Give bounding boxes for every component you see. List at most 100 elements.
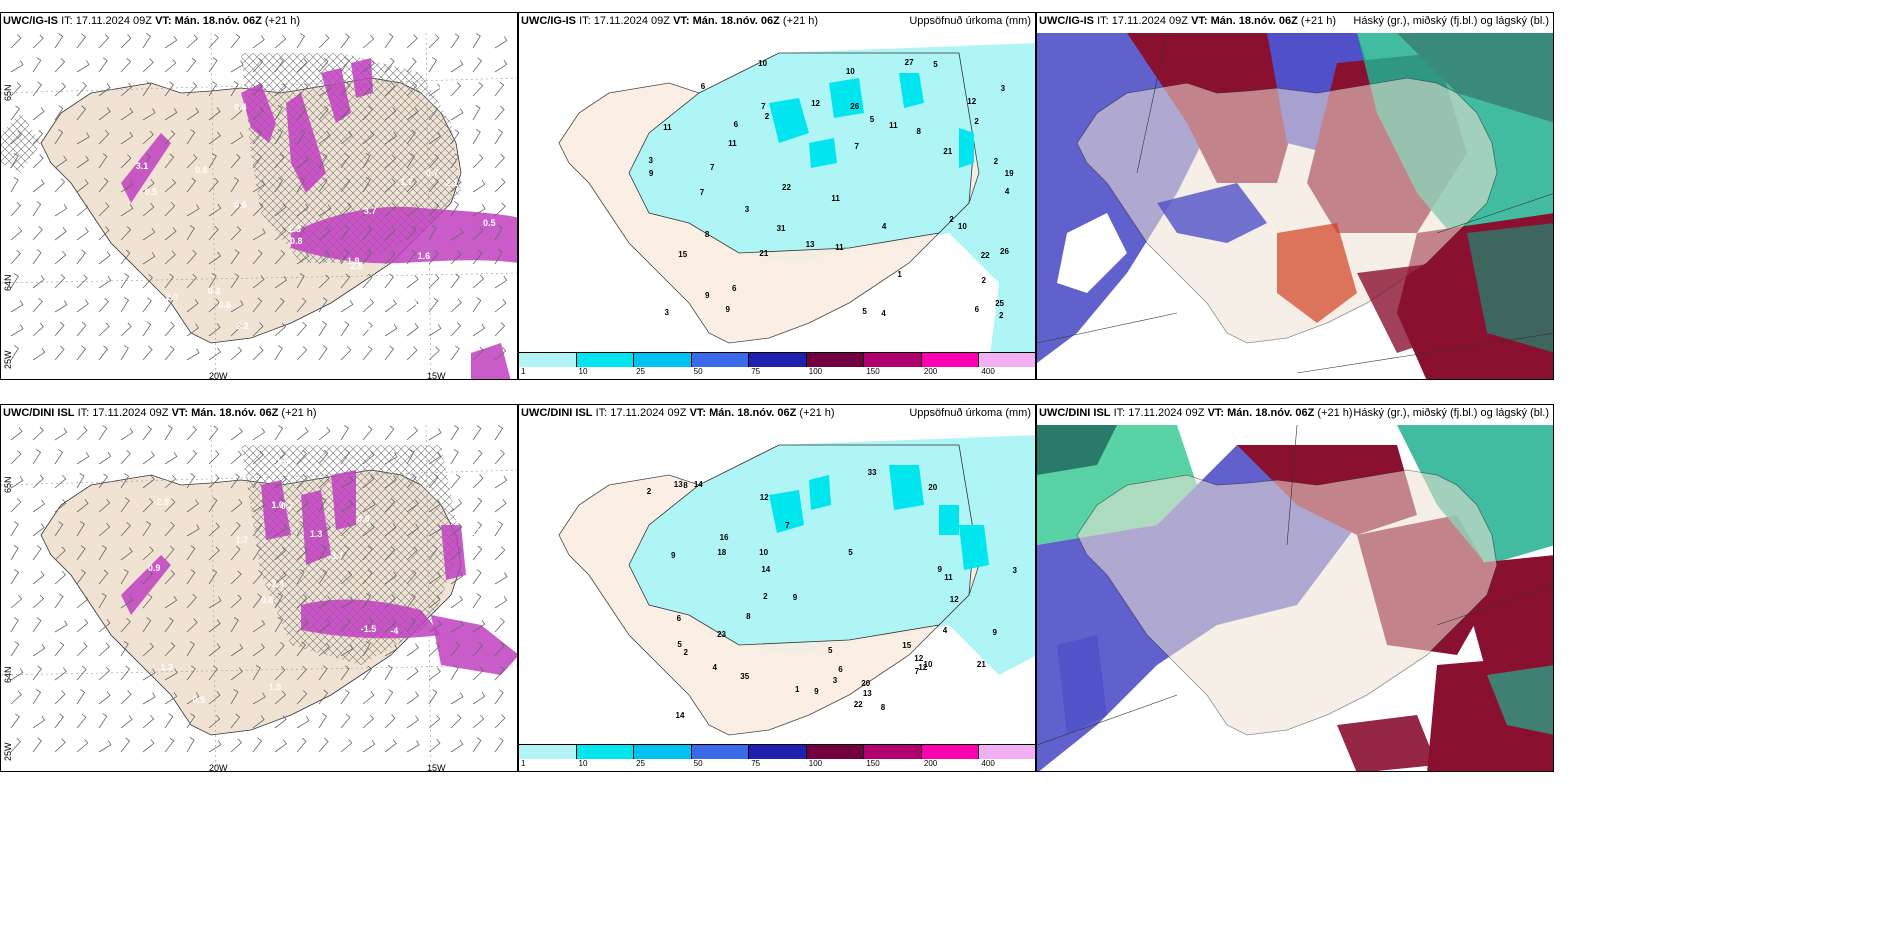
- wind-barb: [98, 202, 110, 217]
- legend-tick-label: 10: [578, 759, 588, 768]
- wind-barb: [450, 522, 463, 537]
- value-label: 21: [976, 660, 986, 670]
- wind-panel-row2: UWC/DINI ISL IT: 17.11.2024 09Z VT: Mán.…: [0, 404, 518, 772]
- wind-barb: [428, 202, 440, 217]
- wind-barb: [164, 321, 175, 337]
- wind-barb: [296, 474, 308, 489]
- wind-barb: [274, 82, 287, 97]
- value-label: 2: [764, 111, 770, 121]
- value-label: 18: [717, 548, 727, 558]
- wind-barb: [98, 275, 112, 289]
- wind-barb: [274, 546, 287, 561]
- value-label: 31: [776, 224, 786, 234]
- wind-barb: [318, 321, 328, 337]
- wind-barb: [54, 250, 67, 265]
- wind-barb: [98, 345, 109, 361]
- wind-barb: [318, 131, 331, 145]
- wind-barb: [428, 473, 439, 489]
- wind-barb: [10, 641, 20, 657]
- wind-barb: [494, 425, 504, 441]
- wind-barb: [428, 595, 441, 609]
- wind-barb: [32, 449, 42, 465]
- wind-barb: [186, 154, 198, 169]
- wind-barb: [10, 130, 22, 145]
- wind-barb: [472, 249, 483, 265]
- wind-barb: [164, 521, 175, 537]
- wind-barb: [142, 108, 156, 121]
- wind-barb: [208, 57, 218, 73]
- wind-barb: [76, 426, 88, 441]
- value-label: 22: [980, 250, 990, 260]
- legend-swatch: [691, 353, 750, 367]
- wind-panel-row1: UWC/IG-IS IT: 17.11.2024 09Z VT: Mán. 18…: [0, 12, 518, 380]
- wind-barb: [494, 249, 503, 265]
- wind-barb: [98, 153, 108, 169]
- wind-barb: [274, 571, 287, 585]
- value-label: 2.8: [412, 301, 426, 312]
- wind-barb: [494, 475, 508, 489]
- wind-barb: [76, 274, 88, 289]
- wind-barb: [274, 666, 286, 681]
- wind-barb: [142, 617, 152, 633]
- wind-barb: [296, 321, 307, 337]
- wind-barb: [186, 107, 200, 121]
- wind-barb: [98, 298, 109, 313]
- value-label: 14: [761, 565, 771, 575]
- wind-barb: [164, 178, 177, 193]
- wind-barb: [472, 642, 484, 657]
- wind-barb: [186, 450, 198, 465]
- wind-barb: [186, 225, 195, 241]
- wind-barb: [10, 713, 20, 729]
- wind-barb: [494, 595, 508, 609]
- wind-barb: [186, 545, 196, 561]
- wind-barb: [230, 106, 243, 121]
- wind-barb: [164, 297, 174, 313]
- value-label: 2: [646, 486, 652, 496]
- wind-barb: [384, 345, 395, 361]
- wind-barb: [230, 273, 240, 289]
- wind-barb: [384, 82, 396, 97]
- value-label: 6: [732, 284, 737, 294]
- wind-barb: [362, 739, 376, 753]
- wind-barb: [318, 545, 327, 561]
- value-label: -2.9: [153, 497, 170, 508]
- wind-barb: [142, 739, 155, 753]
- wind-barb: [98, 130, 110, 145]
- value-label: 9: [814, 686, 819, 696]
- lon-label-20w: 20W: [209, 371, 228, 380]
- wind-barb: [450, 449, 459, 465]
- wind-barb: [450, 714, 462, 729]
- wind-barb: [384, 665, 393, 681]
- wind-barb: [274, 275, 288, 289]
- wind-barb: [296, 82, 309, 97]
- value-label: 4: [942, 625, 948, 635]
- wind-barb: [208, 522, 220, 537]
- wind-barb: [406, 715, 419, 729]
- value-label: 0.6: [367, 326, 381, 337]
- wind-barb: [142, 714, 155, 729]
- wind-barb: [362, 474, 375, 489]
- value-label: 3: [1012, 565, 1017, 575]
- wind-barb: [98, 593, 107, 609]
- wind-barb: [472, 497, 483, 513]
- wind-barb: [362, 153, 371, 169]
- value-label: -8.2: [464, 527, 481, 538]
- wind-barb: [340, 665, 350, 681]
- wind-barb: [450, 273, 460, 289]
- wind-barb: [208, 323, 221, 337]
- wind-barb: [296, 665, 307, 681]
- value-label: 0.5: [465, 486, 478, 497]
- wind-barb: [230, 473, 240, 489]
- wind-barb: [164, 130, 176, 145]
- wind-barb: [362, 59, 375, 73]
- wind-barb: [230, 450, 243, 465]
- wind-barb: [76, 60, 90, 73]
- wind-barb: [98, 425, 108, 441]
- wind-barb: [450, 345, 460, 361]
- wind-barb: [230, 153, 241, 169]
- wind-barb: [296, 546, 308, 561]
- value-label: 33: [867, 467, 877, 477]
- wind-barb: [428, 499, 441, 513]
- wind-barb: [142, 202, 155, 217]
- wind-barb: [142, 251, 156, 265]
